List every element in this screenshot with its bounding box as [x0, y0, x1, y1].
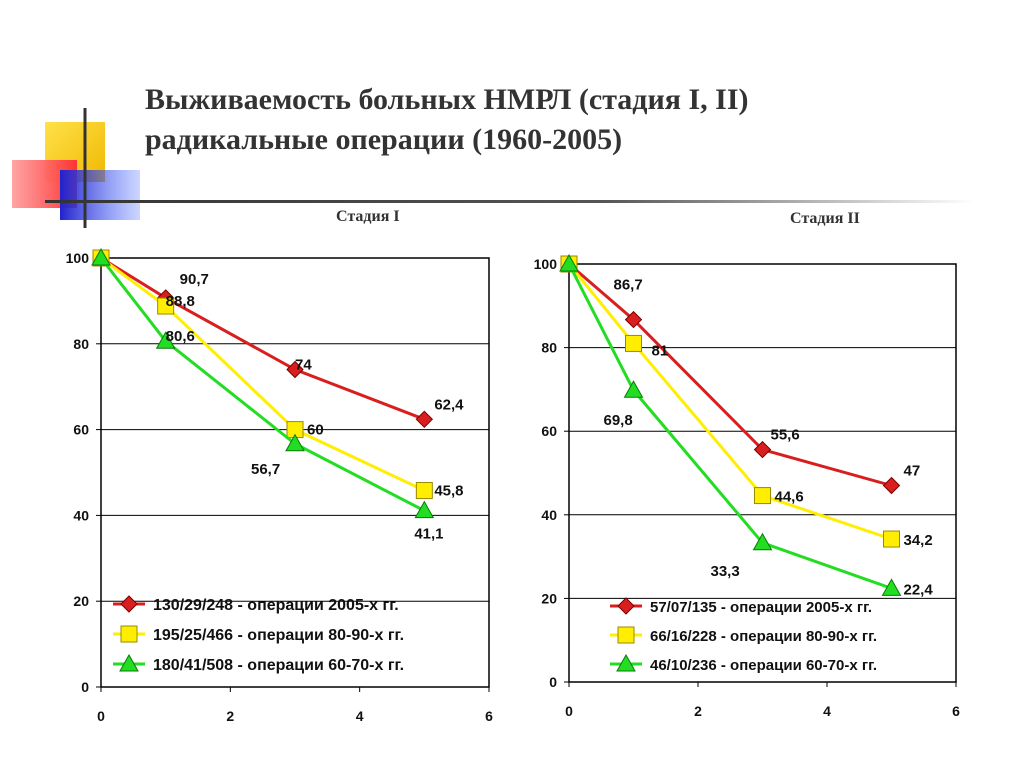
- panel-2-series-green-point: [623, 380, 644, 398]
- panel-1-y-tick-label: 60: [73, 422, 89, 438]
- decorative-logo: [12, 108, 140, 228]
- panel-1-data-label: 62,4: [434, 396, 464, 413]
- panel-2-series-yellow-point: [754, 487, 771, 505]
- panel-2-plot-frame: [568, 263, 957, 683]
- title-line-1: Выживаемость больных НМРЛ (стадия I, II): [145, 83, 749, 116]
- panel-1-data-label: 88,8: [166, 293, 195, 310]
- panel-2-series-green-point: [559, 253, 579, 272]
- panel-1-y-tick-label: 0: [81, 679, 89, 695]
- panel-2-y-tick-label: 60: [541, 423, 557, 439]
- panel-2-data-label: 47: [904, 463, 921, 480]
- panel-1-legend-label: 195/25/466 - операции 80-90-х гг.: [153, 627, 404, 644]
- panel-2-x-tick-label: 4: [823, 703, 831, 719]
- panel-2-data-label: 81: [652, 342, 669, 359]
- panel-1-y-tick-label: 80: [73, 336, 89, 352]
- panel-1-series-green-point: [285, 433, 305, 452]
- panel-2-data-label: 33,3: [711, 563, 740, 580]
- panel-2-series-yellow-point: [625, 334, 642, 352]
- panel-1-x-tick-label: 0: [97, 708, 105, 724]
- panel-1-series-green-point: [414, 500, 435, 519]
- panel-2-series-red-line: [568, 262, 892, 487]
- panel-1-data-label: 56,7: [251, 461, 280, 478]
- panel-2-data-label: 22,4: [904, 581, 934, 598]
- panel-label-stage-2: Стадия II: [790, 210, 860, 227]
- title-line-2: радикальные операции (1960-2005): [145, 123, 623, 156]
- panel-1-series-green-point: [155, 331, 176, 349]
- panel-1-y-tick-label: 40: [73, 507, 89, 523]
- panel-2-legend-label: 46/10/236 - операции 60-70-х гг.: [650, 657, 877, 674]
- panel-2-y-tick-label: 80: [541, 340, 557, 356]
- panel-1-data-label: 74: [295, 357, 312, 374]
- panel-1-legend-label: 130/29/248 - операции 2005-х гг.: [153, 597, 399, 614]
- panel-2-x-tick-label: 0: [565, 703, 573, 719]
- panel-1-x-tick-label: 4: [356, 708, 364, 724]
- panel-2-legend-label: 57/07/135 - операции 2005-х гг.: [650, 599, 872, 616]
- panel-1-series-red-point: [286, 360, 304, 379]
- panel-2-y-tick-label: 40: [541, 507, 557, 523]
- panel-1-series-green-point: [91, 247, 111, 266]
- title-divider: [45, 200, 975, 203]
- panel-1-data-label: 60: [307, 422, 324, 439]
- panel-2-legend-marker: [617, 626, 635, 644]
- panel-1-data-label: 90,7: [180, 271, 209, 288]
- panel-1-series-green-line: [99, 257, 426, 513]
- panel-2-series-yellow-point: [883, 530, 900, 548]
- panel-2-y-tick-label: 0: [549, 674, 557, 690]
- panel-label-stage-1: Стадия I: [336, 208, 400, 225]
- panel-2-series-green-point: [881, 578, 902, 596]
- panel-1-data-label: 45,8: [434, 483, 463, 500]
- panel-2-legend-marker: [617, 597, 635, 615]
- panel-2-series-red-point: [753, 440, 772, 459]
- panel-2-data-label: 69,8: [604, 412, 633, 429]
- panel-1-data-label: 41,1: [414, 526, 443, 543]
- logo-blue-square: [60, 170, 140, 220]
- panel-2-series-red-point: [882, 476, 901, 495]
- panel-1-series-yellow-line: [100, 256, 425, 492]
- panel-1-y-tick-label: 20: [73, 593, 89, 609]
- panel-1-legend-marker: [120, 625, 138, 643]
- panel-2-data-label: 34,2: [904, 532, 933, 549]
- panel-1-x-tick-label: 6: [485, 708, 493, 724]
- panel-2-legend-marker: [616, 653, 636, 672]
- panel-2-series-green-line: [567, 263, 892, 590]
- panel-2-y-tick-label: 100: [534, 256, 558, 272]
- panel-1-plot-frame: [100, 257, 490, 688]
- panel-2-data-label: 44,6: [775, 489, 804, 506]
- panel-1-legend-label: 180/41/508 - операции 60-70-х гг.: [153, 657, 404, 674]
- panel-1-series-yellow-point: [157, 297, 175, 315]
- panel-1-series-red-line: [100, 256, 425, 421]
- panel-2-data-label: 86,7: [614, 277, 643, 294]
- panel-2-series-green-point: [752, 532, 773, 551]
- slide-title: Выживаемость больных НМРЛ (стадия I, II)…: [145, 80, 945, 160]
- panel-2-x-tick-label: 6: [952, 703, 960, 719]
- panel-1-legend-marker: [119, 653, 139, 672]
- panel-2-series-yellow-line: [567, 263, 892, 541]
- panel-2-data-label: 55,6: [771, 427, 800, 444]
- panel-1-series-yellow-point: [415, 482, 433, 500]
- panel-2-y-tick-label: 20: [541, 590, 557, 606]
- panel-2-series-red-point: [624, 310, 643, 329]
- panel-1-y-tick-label: 100: [66, 250, 90, 266]
- panel-1-legend-marker: [120, 595, 138, 613]
- panel-2-x-tick-label: 2: [694, 703, 702, 719]
- panel-1-series-red-point: [415, 410, 434, 429]
- panel-1-x-tick-label: 2: [226, 708, 234, 724]
- panel-1-data-label: 80,6: [166, 328, 195, 345]
- panel-2-legend-label: 66/16/228 - операции 80-90-х гг.: [650, 628, 877, 645]
